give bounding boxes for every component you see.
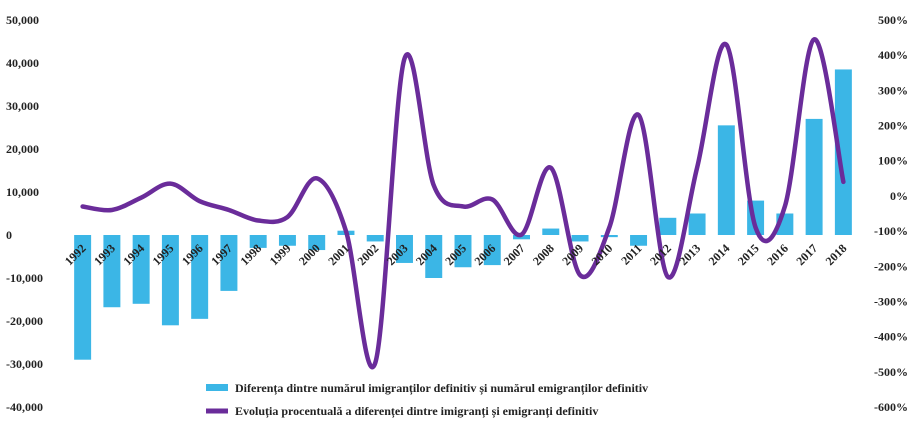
x-tick-label: 2014 <box>706 241 733 268</box>
bar <box>278 235 296 246</box>
right-axis: 500% 400% 300% 200% 100% 0% -100% -200% -300% -40… <box>874 13 908 414</box>
bar <box>630 235 648 246</box>
bar <box>366 235 384 242</box>
line-point <box>608 227 610 229</box>
line-point <box>842 181 844 183</box>
line-point <box>521 234 523 236</box>
y2-tick-label: -300% <box>874 294 908 308</box>
y2-tick-label: 300% <box>878 83 908 97</box>
bar <box>220 235 238 291</box>
line-point <box>462 205 464 207</box>
legend: Diferența dintre numărul imigranților de… <box>206 381 648 419</box>
y-tick-label: 20,000 <box>6 142 39 156</box>
y-tick-label: 10,000 <box>6 185 39 199</box>
bar <box>717 125 735 235</box>
y2-tick-label: 0% <box>890 189 908 203</box>
line-point <box>433 184 435 186</box>
line-point <box>638 114 640 116</box>
line-point <box>784 205 786 207</box>
line-point <box>345 230 347 232</box>
line-point <box>667 276 669 278</box>
bar <box>132 235 150 304</box>
y2-tick-label: 100% <box>878 154 908 168</box>
legend-label-line: Evoluția procentuală a diferenței dintre… <box>235 404 598 419</box>
bar <box>74 235 92 360</box>
x-tick-label: 2009 <box>559 241 586 268</box>
y-tick-label: 40,000 <box>6 56 39 70</box>
bar <box>249 235 267 248</box>
legend-swatch-bar <box>206 384 228 391</box>
y2-tick-label: -400% <box>874 330 908 344</box>
bar <box>834 69 852 235</box>
line-point <box>286 216 288 218</box>
line-point <box>725 44 727 46</box>
line-point <box>257 220 259 222</box>
line-point <box>755 227 757 229</box>
bar <box>600 235 618 238</box>
y2-tick-label: -100% <box>874 224 908 238</box>
y-tick-label: 50,000 <box>6 13 39 27</box>
line-point <box>316 177 318 179</box>
x-tick-label: 2016 <box>764 241 791 268</box>
y2-tick-label: 400% <box>878 48 908 62</box>
y-tick-label: 30,000 <box>6 99 39 113</box>
y2-tick-label: -200% <box>874 259 908 273</box>
bar <box>454 235 472 268</box>
y2-tick-label: -600% <box>874 400 908 414</box>
bar <box>805 118 823 235</box>
bar <box>659 217 677 235</box>
x-axis-labels: 1992 1993 1994 1995 1996 1997 1998 1999 2000 2001… <box>62 241 850 268</box>
bar-series <box>74 69 852 360</box>
line-point <box>199 200 201 202</box>
bar <box>161 235 179 326</box>
bar <box>103 235 121 308</box>
bar <box>483 235 501 266</box>
line-point <box>140 197 142 199</box>
x-tick-label: 2007 <box>501 241 528 268</box>
line-point <box>403 58 405 60</box>
bar <box>688 213 706 235</box>
bar <box>191 235 209 319</box>
bar <box>542 228 560 235</box>
line-point <box>374 362 376 364</box>
bar <box>425 235 443 278</box>
left-axis: 50,000 40,000 30,000 20,000 10,000 0 -10,000 -2… <box>6 13 43 414</box>
line-point <box>579 274 581 276</box>
x-tick-label: 2008 <box>530 241 557 268</box>
x-tick-label: 2018 <box>823 241 850 268</box>
y2-tick-label: -500% <box>874 365 908 379</box>
line-point <box>696 167 698 169</box>
line-point <box>82 205 84 207</box>
bar <box>308 235 326 251</box>
x-tick-label: 2002 <box>354 241 381 268</box>
x-tick-label: 2017 <box>793 241 820 268</box>
y2-tick-label: 200% <box>878 119 908 133</box>
line-point <box>111 209 113 211</box>
y-tick-label: -40,000 <box>6 400 43 414</box>
bar <box>395 235 413 263</box>
x-tick-label: 2012 <box>647 241 674 268</box>
x-tick-label: 2010 <box>589 241 616 268</box>
y-tick-label: -20,000 <box>6 314 43 328</box>
y-tick-label: -30,000 <box>6 357 43 371</box>
x-tick-label: 2015 <box>735 241 762 268</box>
line-point <box>169 183 171 185</box>
line-point <box>813 38 815 40</box>
y-tick-label: 0 <box>6 228 12 242</box>
line-point <box>228 209 230 211</box>
line-point <box>550 167 552 169</box>
bar <box>513 235 531 240</box>
y2-tick-label: 500% <box>878 13 908 27</box>
legend-label-bar: Diferența dintre numărul imigranților de… <box>235 381 648 396</box>
line-point <box>491 198 493 200</box>
line-series <box>80 37 846 370</box>
y-tick-label: -10,000 <box>6 271 43 285</box>
bar <box>571 235 589 242</box>
